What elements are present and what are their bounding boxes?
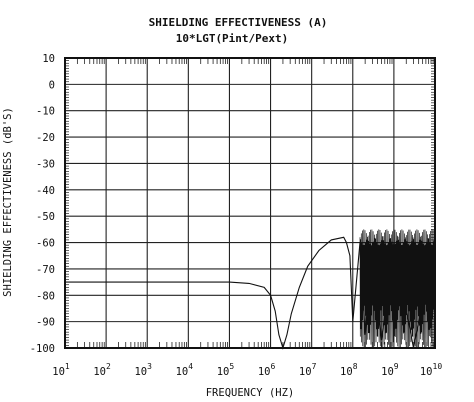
y-tick-label: 0 [49,79,55,91]
x-tick-label: 103 [134,362,152,378]
chart-title: SHIELDING EFFECTIVENESS (A) [149,16,328,29]
x-tick-label: 105 [217,362,235,378]
y-tick-labels: 10 0 -10 -20 -30 -40 -50 -60 -70 -80 -90 -100 [30,53,55,355]
y-axis-label: SHIELDING EFFECTIVENESS (dB'S) [2,107,14,297]
x-tick-label: 104 [176,362,194,378]
x-tick-label: 109 [381,362,399,378]
y-tick-label: -20 [36,132,55,144]
data-series [65,229,436,350]
x-tick-label: 106 [258,362,276,378]
y-tick-label: -30 [36,158,55,170]
x-tick-label: 107 [299,362,317,378]
plot-frame [64,57,436,349]
y-tick-label: -60 [36,238,55,250]
y-tick-label: -100 [30,343,55,355]
x-tick-label: 1010 [420,362,442,378]
y-tick-label: -40 [36,185,55,197]
resonance-band [359,229,436,349]
y-tick-label: -80 [36,290,55,302]
y-tick-label: -10 [36,106,55,118]
x-tick-label: 108 [340,362,358,378]
x-tick-label: 102 [93,362,111,378]
x-tick-labels: 101 102 103 104 105 106 107 108 109 1010 [52,362,442,378]
x-tick-label: 101 [52,362,70,378]
y-tick-label: 10 [42,53,55,65]
y-tick-label: -90 [36,317,55,329]
chart-subtitle: 10*LGT(Pint/Pext) [176,32,289,45]
x-axis-label: FREQUENCY (HZ) [206,387,295,399]
y-tick-label: -50 [36,211,55,223]
y-tick-label: -70 [36,264,55,276]
